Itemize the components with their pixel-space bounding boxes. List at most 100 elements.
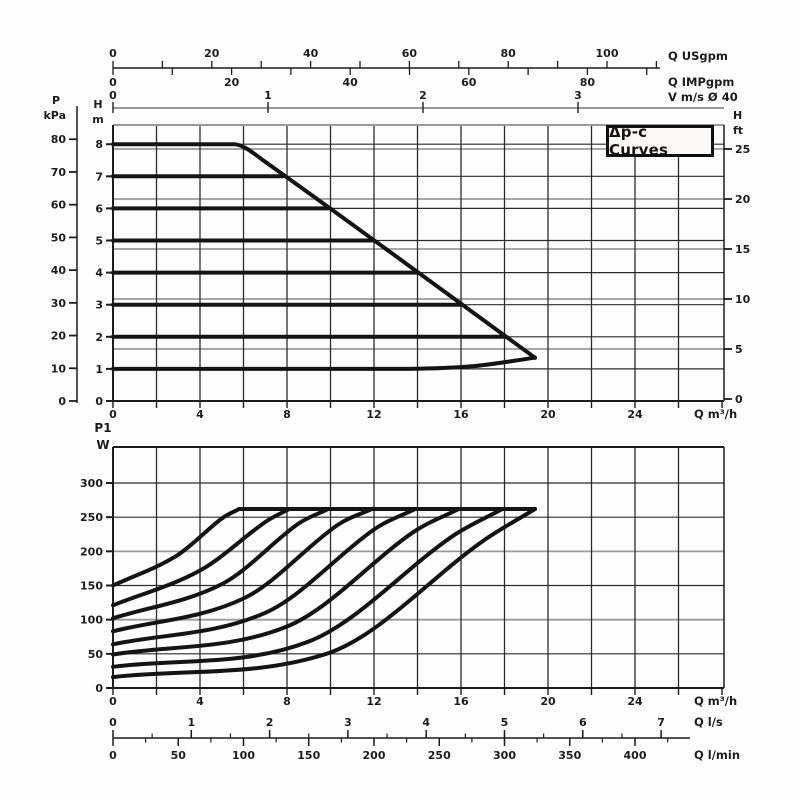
flow-tick-label: 0 xyxy=(109,695,117,708)
ls-tick-label: 4 xyxy=(422,716,430,729)
h-m-axis-title: m xyxy=(92,113,103,126)
power-curve-power-setting-4-m xyxy=(111,507,418,647)
h-m-tick-label: 1 xyxy=(95,363,103,376)
usgpm-tick-label: 40 xyxy=(303,47,319,60)
kpa-axis-title: kPa xyxy=(43,109,66,122)
kpa-tick-label: 30 xyxy=(51,297,67,310)
impgpm-tick-label: 20 xyxy=(224,76,240,89)
flow-tick-label: 12 xyxy=(366,695,381,708)
kpa-tick-label: 70 xyxy=(51,166,67,179)
lmin-axis-title: Q l/min xyxy=(694,748,740,762)
watt-tick-label: 50 xyxy=(88,648,104,661)
h-ft-tick-label: 0 xyxy=(735,393,743,406)
h-ft-tick-label: 5 xyxy=(735,343,743,356)
h-ft-axis-title: H xyxy=(733,109,742,122)
h-m-tick-label: 6 xyxy=(95,202,103,215)
lmin-tick-label: 50 xyxy=(171,749,187,762)
ls-tick-label: 3 xyxy=(344,716,352,729)
dpc-curves-title-box: Δp-c Curves xyxy=(606,123,714,159)
lmin-tick-label: 250 xyxy=(428,749,451,762)
kpa-tick-label: 50 xyxy=(51,231,67,244)
h-ft-tick-label: 25 xyxy=(735,143,750,156)
flow-tick-label: 16 xyxy=(453,408,469,421)
flow-tick-label: 20 xyxy=(540,408,556,421)
usgpm-tick-label: 100 xyxy=(596,47,619,60)
lmin-tick-label: 200 xyxy=(363,749,386,762)
ls-axis-title: Q l/s xyxy=(694,715,723,729)
usgpm-tick-label: 80 xyxy=(501,47,517,60)
kpa-axis-title: P xyxy=(52,94,60,107)
power-curve-power-setting-5-m xyxy=(111,507,374,634)
kpa-tick-label: 60 xyxy=(51,199,67,212)
h-ft-tick-label: 10 xyxy=(735,293,751,306)
velocity-axis-title: V m/s Ø 40 xyxy=(668,90,738,104)
impgpm-tick-label: 60 xyxy=(461,76,477,89)
flow-axis-title: Q m³/h xyxy=(694,694,737,708)
usgpm-tick-label: 20 xyxy=(204,47,220,60)
ls-tick-label: 5 xyxy=(501,716,509,729)
kpa-tick-label: 40 xyxy=(51,264,67,277)
impgpm-tick-label: 40 xyxy=(343,76,359,89)
watt-tick-label: 150 xyxy=(80,580,103,593)
flow-tick-label: 8 xyxy=(283,408,291,421)
flow-tick-label: 20 xyxy=(540,695,556,708)
ls-tick-label: 0 xyxy=(109,716,117,729)
ls-tick-label: 6 xyxy=(579,716,587,729)
flow-tick-label: 24 xyxy=(627,695,643,708)
watt-tick-label: 0 xyxy=(95,682,103,695)
watt-tick-label: 100 xyxy=(80,614,103,627)
lmin-tick-label: 150 xyxy=(297,749,320,762)
watt-axis-title: W xyxy=(96,438,109,452)
watt-axis-title: P1 xyxy=(94,421,111,435)
h-m-tick-label: 2 xyxy=(95,331,103,344)
h-m-tick-label: 0 xyxy=(95,395,103,408)
ls-tick-label: 1 xyxy=(187,716,195,729)
usgpm-tick-label: 60 xyxy=(402,47,418,60)
h-ft-axis-title: ft xyxy=(733,124,743,137)
flow-tick-label: 12 xyxy=(366,408,381,421)
h-m-axis-title: H xyxy=(93,98,102,111)
impgpm-axis-title: Q IMPgpm xyxy=(668,75,734,89)
lmin-tick-label: 300 xyxy=(493,749,516,762)
flow-axis-title: Q m³/h xyxy=(694,407,737,421)
flow-tick-label: 4 xyxy=(196,695,204,708)
usgpm-tick-label: 0 xyxy=(109,47,117,60)
power-curve-power-setting-1-m xyxy=(111,507,537,680)
power-curve-power-setting-6-m xyxy=(111,507,331,621)
flow-tick-label: 16 xyxy=(453,695,469,708)
lmin-tick-label: 100 xyxy=(232,749,255,762)
velocity-tick-label: 3 xyxy=(574,89,582,102)
lmin-tick-label: 0 xyxy=(109,749,117,762)
velocity-tick-label: 1 xyxy=(264,89,272,102)
velocity-tick-label: 0 xyxy=(109,89,117,102)
impgpm-tick-label: 80 xyxy=(580,76,596,89)
flow-tick-label: 4 xyxy=(196,408,204,421)
velocity-tick-label: 2 xyxy=(419,89,427,102)
h-m-tick-label: 7 xyxy=(95,170,103,183)
flow-tick-label: 0 xyxy=(109,408,117,421)
power-curve-power-setting-7-m xyxy=(111,507,292,608)
usgpm-axis-title: Q USgpm xyxy=(668,49,728,63)
impgpm-tick-label: 0 xyxy=(109,76,117,89)
kpa-tick-label: 10 xyxy=(51,362,67,375)
kpa-tick-label: 0 xyxy=(58,395,66,408)
watt-tick-label: 200 xyxy=(80,545,103,558)
power-curve-power-setting-2-m xyxy=(111,507,505,669)
h-m-tick-label: 5 xyxy=(95,235,103,248)
ls-tick-label: 7 xyxy=(657,716,665,729)
head-curve-dp-c-1-m xyxy=(111,355,537,371)
lmin-tick-label: 350 xyxy=(558,749,581,762)
head-curve-max-head-envelope xyxy=(111,142,537,360)
h-m-tick-label: 3 xyxy=(95,299,103,312)
kpa-tick-label: 20 xyxy=(51,330,67,343)
watt-tick-label: 300 xyxy=(80,477,103,490)
h-m-tick-label: 8 xyxy=(95,138,103,151)
h-m-tick-label: 4 xyxy=(95,267,103,280)
flow-tick-label: 8 xyxy=(283,695,291,708)
h-ft-tick-label: 15 xyxy=(735,243,750,256)
watt-tick-label: 250 xyxy=(80,511,103,524)
lmin-tick-label: 400 xyxy=(624,749,647,762)
dpc-curves-title: Δp-c Curves xyxy=(609,123,669,159)
